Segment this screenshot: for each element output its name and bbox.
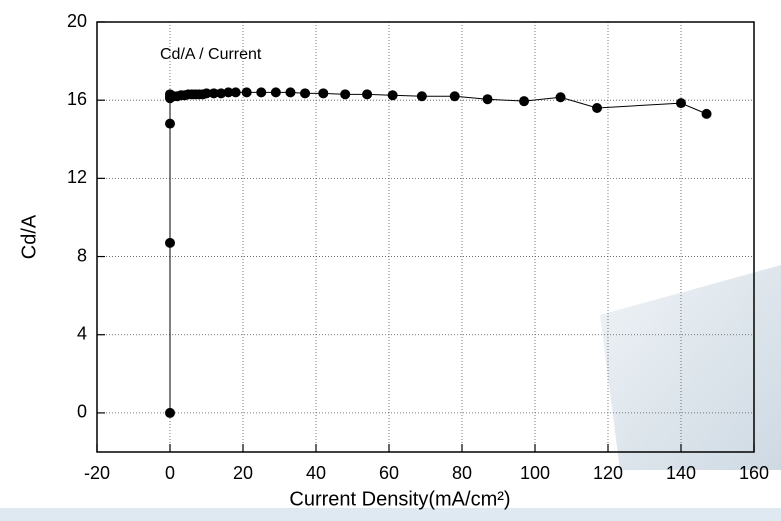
- data-point: [231, 87, 241, 97]
- data-point: [165, 408, 175, 418]
- y-tick-label: 20: [67, 11, 87, 31]
- data-point: [362, 89, 372, 99]
- y-tick-label: 8: [77, 245, 87, 265]
- data-point: [417, 91, 427, 101]
- data-point: [300, 88, 310, 98]
- x-tick-label: 100: [520, 463, 550, 483]
- x-tick-label: 60: [379, 463, 399, 483]
- y-tick-label: 0: [77, 402, 87, 422]
- y-axis-label: Cd/A: [18, 214, 40, 259]
- x-tick-label: 140: [666, 463, 696, 483]
- data-point: [242, 87, 252, 97]
- data-point: [592, 103, 602, 113]
- data-point: [702, 109, 712, 119]
- data-point: [271, 87, 281, 97]
- chart: Cd/A / Current Current Density(mA/cm²) C…: [0, 0, 781, 521]
- x-tick-label: 160: [739, 463, 769, 483]
- data-point: [676, 98, 686, 108]
- data-point: [519, 96, 529, 106]
- x-axis-label: Current Density(mA/cm²): [289, 488, 510, 510]
- data-point: [388, 90, 398, 100]
- x-tick-label: 40: [306, 463, 326, 483]
- x-tick-label: 120: [593, 463, 623, 483]
- y-tick-label: 16: [67, 89, 87, 109]
- data-point: [556, 92, 566, 102]
- x-tick-label: -20: [84, 463, 110, 483]
- data-point: [450, 91, 460, 101]
- x-tick-label: 20: [233, 463, 253, 483]
- annotation: Cd/A / Current: [160, 46, 262, 63]
- data-point: [256, 87, 266, 97]
- y-tick-label: 4: [77, 323, 87, 343]
- data-point: [165, 238, 175, 248]
- x-tick-label: 0: [165, 463, 175, 483]
- y-tick-label: 12: [67, 167, 87, 187]
- data-point: [165, 119, 175, 129]
- data-point: [340, 89, 350, 99]
- data-point: [285, 87, 295, 97]
- data-point: [483, 94, 493, 104]
- data-point: [318, 88, 328, 98]
- x-tick-label: 80: [452, 463, 472, 483]
